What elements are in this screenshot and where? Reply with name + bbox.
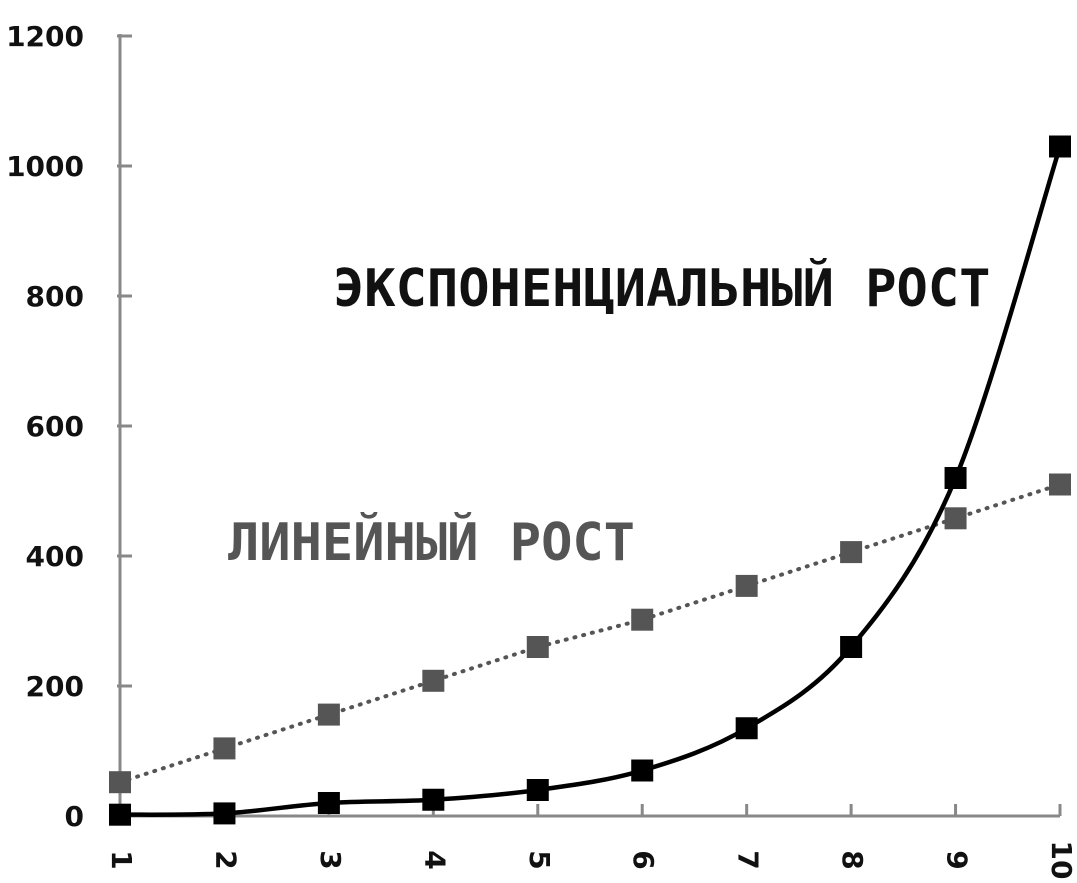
data-point-exponential (109, 803, 131, 826)
data-point-exponential (735, 717, 758, 740)
data-point-exponential (317, 792, 340, 814)
x-tick-label: 10 (1045, 841, 1077, 880)
y-tick-label: 800 (26, 280, 84, 313)
series-label-exponential: ЭКСПОНЕНЦИАЛЬНЫЙ РОСТ (333, 258, 990, 319)
x-tick-label: 5 (523, 850, 556, 869)
data-point-linear (526, 636, 549, 658)
x-tick-label: 3 (314, 850, 347, 869)
data-point-exponential (840, 636, 863, 658)
y-tick-label: 1000 (6, 150, 84, 183)
x-tick-label: 6 (627, 850, 660, 869)
series-lines (117, 144, 1063, 817)
x-tick-label: 7 (732, 850, 765, 869)
x-tick-label: 9 (941, 850, 974, 869)
data-point-linear (422, 669, 445, 692)
data-point-linear (735, 574, 758, 597)
y-tick-label: 200 (26, 670, 84, 703)
data-point-linear (944, 507, 967, 530)
data-point-exponential (1049, 135, 1071, 158)
data-point-exponential (944, 467, 967, 489)
x-tick-label: 1 (105, 850, 138, 869)
y-tick-label: 1200 (6, 20, 84, 53)
series-markers (109, 135, 1071, 826)
data-point-linear (109, 771, 131, 794)
y-tick-label: 400 (26, 540, 84, 573)
data-point-linear (317, 703, 340, 726)
series-label-linear: ЛИНЕЙНЫЙ РОСТ (228, 512, 635, 573)
axes: 0 200 400 600 800 1000 1200 1 2 3 4 5 6 7 8 9 10 (6, 20, 1077, 879)
data-point-exponential (631, 759, 654, 782)
data-point-exponential (422, 788, 445, 811)
y-tick-label: 0 (65, 800, 84, 833)
data-point-linear (213, 737, 236, 760)
x-tick-label: 2 (209, 850, 242, 869)
x-tick-label: 8 (836, 850, 869, 869)
data-point-linear (1049, 473, 1071, 496)
series-line-exponential (117, 144, 1063, 817)
series-line-linear (118, 482, 1062, 785)
data-point-linear (840, 541, 863, 564)
y-tick-label: 600 (26, 410, 84, 443)
data-point-exponential (213, 802, 236, 825)
x-tick-label: 4 (418, 850, 451, 869)
data-point-linear (631, 608, 654, 631)
data-point-exponential (526, 779, 549, 801)
